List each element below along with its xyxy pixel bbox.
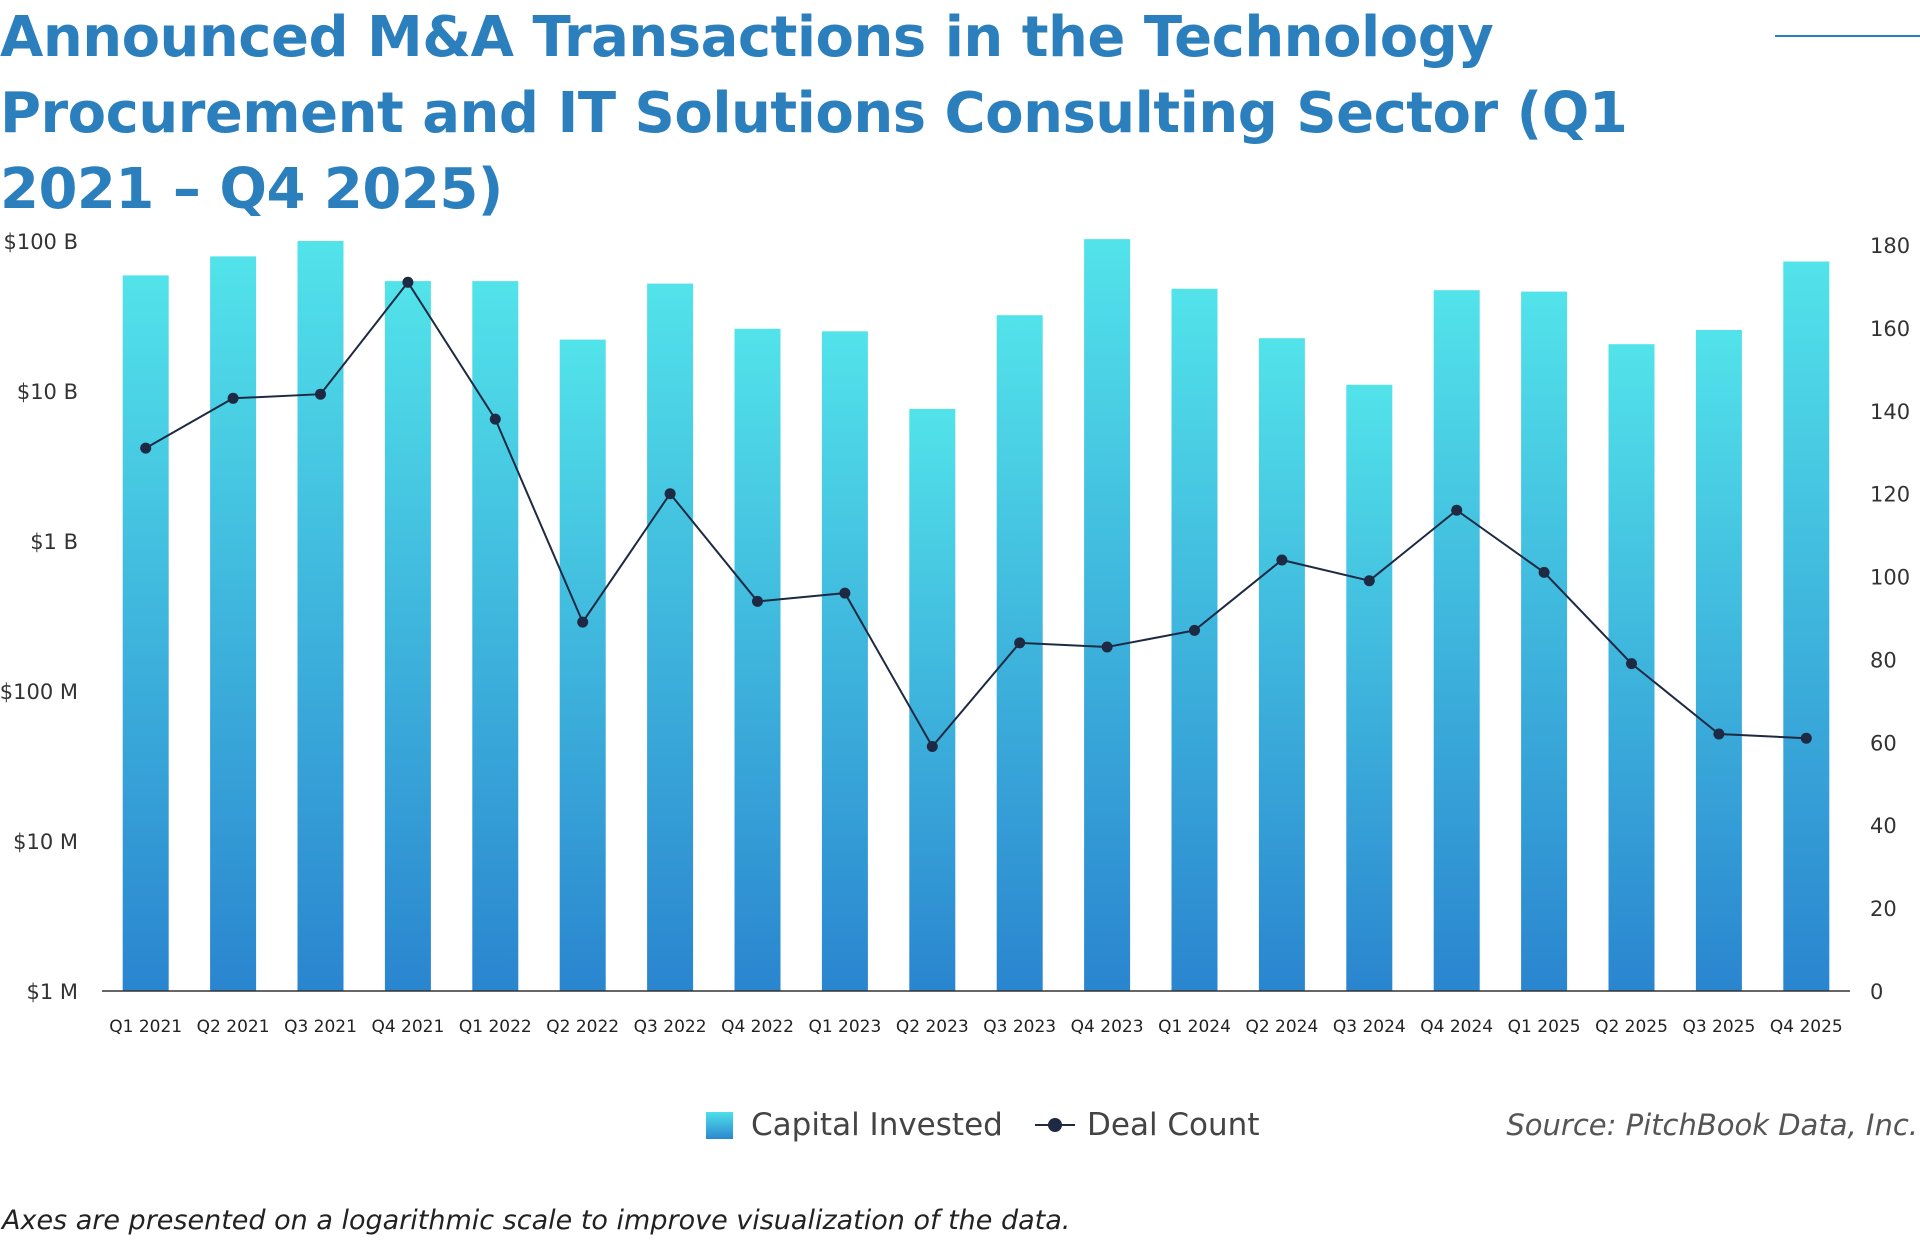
title-rule xyxy=(1775,35,1920,37)
x-tick-label: Q2 2023 xyxy=(896,1017,969,1037)
x-tick-label: Q1 2022 xyxy=(459,1017,532,1037)
x-tick-label: Q4 2025 xyxy=(1770,1017,1843,1037)
deal-count-point-q4-2023[interactable] xyxy=(1101,641,1113,653)
deal-count-point-q2-2023[interactable] xyxy=(926,741,938,752)
deal-count-point-q2-2024[interactable] xyxy=(1276,554,1288,566)
deal-count-point-q3-2022[interactable] xyxy=(664,488,676,500)
bar-q2-2024[interactable] xyxy=(1258,338,1305,991)
y-right-tick-label: 120 xyxy=(1870,483,1910,507)
bar-q3-2023[interactable] xyxy=(996,315,1043,991)
x-tick-label: Q1 2023 xyxy=(808,1017,881,1037)
legend-line-label: Deal Count xyxy=(1087,1107,1260,1143)
deal-count-point-q3-2021[interactable] xyxy=(315,388,326,400)
y-left-tick-label: $100 M xyxy=(0,680,78,704)
y-right-tick-label: 40 xyxy=(1870,814,1897,838)
legend-line-swatch xyxy=(1035,1115,1075,1135)
y-left-tick-label: $10 M xyxy=(13,830,78,854)
y-left-tick-label: $1 B xyxy=(30,530,78,554)
chart-title: Announced M&A Transactions in the Techno… xyxy=(0,5,1628,222)
deal-count-line xyxy=(145,280,1807,749)
x-tick-label: Q3 2022 xyxy=(634,1017,707,1037)
x-tick-label: Q1 2025 xyxy=(1508,1017,1581,1037)
bar-q2-2023[interactable] xyxy=(909,408,956,991)
bar-q2-2021[interactable] xyxy=(210,256,257,991)
legend: Capital Invested Deal Count xyxy=(0,1100,1920,1150)
y-right-tick-label: 80 xyxy=(1870,648,1897,672)
bar-q1-2025[interactable] xyxy=(1521,291,1568,992)
deal-count-point-q1-2023[interactable] xyxy=(839,587,851,599)
deal-count-point-q2-2025[interactable] xyxy=(1626,658,1637,670)
deal-count-point-q3-2023[interactable] xyxy=(1014,637,1026,649)
y-left-tick-label: $10 B xyxy=(17,380,78,404)
x-tick-label: Q2 2025 xyxy=(1595,1017,1668,1037)
x-tick-label: Q3 2024 xyxy=(1333,1017,1406,1037)
bar-q1-2024[interactable] xyxy=(1171,288,1218,991)
deal-count-point-q4-2021[interactable] xyxy=(402,276,414,288)
x-tick-label: Q3 2025 xyxy=(1682,1017,1755,1037)
x-tick-label: Q4 2021 xyxy=(371,1017,444,1037)
y-right-tick-label: 20 xyxy=(1870,897,1897,921)
deal-count-point-q1-2021[interactable] xyxy=(140,442,152,454)
deal-count-point-q4-2022[interactable] xyxy=(752,595,763,607)
deal-count-point-q2-2022[interactable] xyxy=(577,616,589,628)
bar-q1-2023[interactable] xyxy=(821,331,868,991)
x-tick-label: Q4 2023 xyxy=(1071,1017,1144,1037)
x-tick-label: Q4 2024 xyxy=(1420,1017,1493,1037)
x-tick-label: Q3 2023 xyxy=(983,1017,1056,1037)
bar-q2-2022[interactable] xyxy=(559,339,606,992)
bar-q4-2025[interactable] xyxy=(1783,261,1830,992)
footnote: Axes are presented on a logarithmic scal… xyxy=(2,1205,1071,1236)
x-tick-label: Q2 2022 xyxy=(546,1017,619,1037)
y-left-tick-label: $1 M xyxy=(26,980,78,1004)
y-right-tick-label: 60 xyxy=(1870,731,1897,755)
bar-q3-2022[interactable] xyxy=(647,283,694,992)
deal-count-point-q1-2024[interactable] xyxy=(1189,624,1200,636)
legend-capital-invested[interactable]: Capital Invested xyxy=(706,1100,1003,1150)
bar-q3-2024[interactable] xyxy=(1346,384,1393,991)
y-right-tick-label: 100 xyxy=(1870,566,1910,590)
y-right-tick-label: 160 xyxy=(1870,317,1910,341)
bar-q4-2024[interactable] xyxy=(1433,290,1480,991)
legend-bar-swatch xyxy=(706,1111,733,1139)
bar-q3-2025[interactable] xyxy=(1695,330,1742,991)
y-right-tick-label: 0 xyxy=(1870,980,1883,1004)
deal-count-point-q3-2025[interactable] xyxy=(1713,728,1725,740)
y-right-tick-label: 180 xyxy=(1870,234,1910,258)
deal-count-point-q1-2022[interactable] xyxy=(489,413,501,425)
legend-bar-label: Capital Invested xyxy=(751,1107,1003,1143)
source-note: Source: PitchBook Data, Inc. xyxy=(1506,1108,1918,1142)
legend-deal-count[interactable]: Deal Count xyxy=(1035,1100,1259,1150)
bar-q4-2021[interactable] xyxy=(384,281,431,992)
deal-count-point-q4-2025[interactable] xyxy=(1800,732,1812,744)
x-tick-label: Q3 2021 xyxy=(284,1017,357,1037)
x-tick-label: Q1 2024 xyxy=(1158,1017,1231,1037)
deal-count-point-q3-2024[interactable] xyxy=(1363,575,1375,587)
bar-q1-2022[interactable] xyxy=(472,281,519,992)
x-tick-label: Q2 2021 xyxy=(197,1017,270,1037)
deal-count-point-q2-2021[interactable] xyxy=(227,392,239,404)
x-tick-label: Q1 2021 xyxy=(109,1017,182,1037)
y-right-tick-label: 140 xyxy=(1870,400,1910,424)
bar-q4-2022[interactable] xyxy=(734,328,781,991)
deal-count-point-q4-2024[interactable] xyxy=(1451,504,1463,516)
bar-q3-2021[interactable] xyxy=(297,241,344,991)
y-left-tick-label: $100 B xyxy=(3,230,78,254)
x-tick-label: Q2 2024 xyxy=(1245,1017,1318,1037)
deal-count-point-q1-2025[interactable] xyxy=(1538,566,1550,578)
bar-q4-2023[interactable] xyxy=(1084,239,1131,992)
bar-q1-2021[interactable] xyxy=(122,275,169,991)
x-tick-label: Q4 2022 xyxy=(721,1017,794,1037)
